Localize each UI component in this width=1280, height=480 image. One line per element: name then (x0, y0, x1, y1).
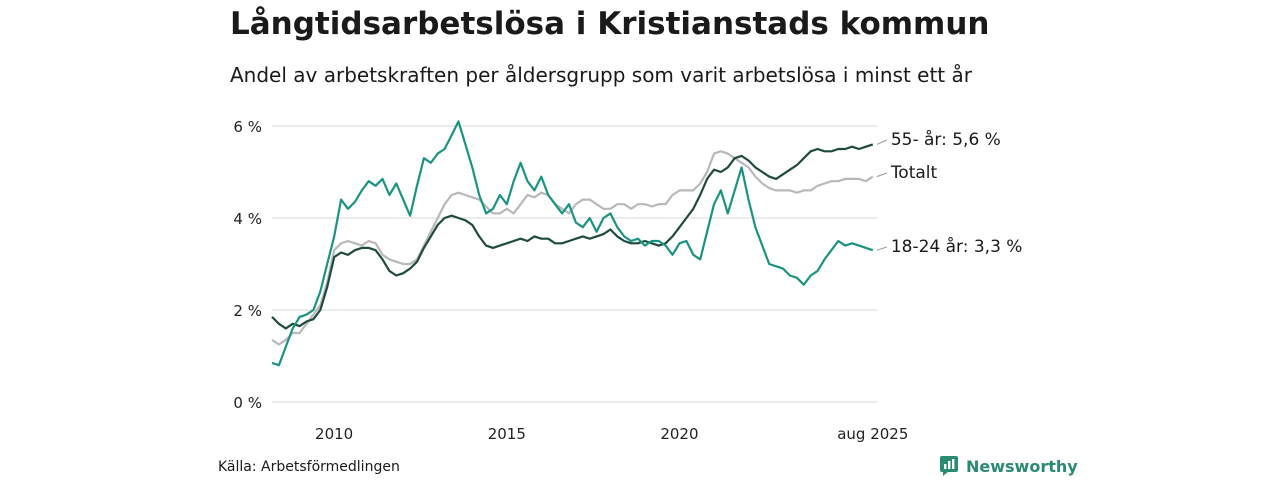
chart-subtitle: Andel av arbetskraften per åldersgrupp s… (230, 63, 972, 87)
brand-name: Newsworthy (966, 456, 1078, 476)
series-line (271, 143, 874, 330)
series-end-label: Totalt (890, 163, 938, 183)
x-tick-label: 2015 (488, 425, 526, 443)
x-tick-label: aug 2025 (837, 425, 908, 443)
chart-title: Långtidsarbetslösa i Kristianstads kommu… (230, 6, 990, 42)
source-note: Källa: Arbetsförmedlingen (218, 459, 400, 475)
x-tick-label: 2010 (315, 425, 353, 443)
y-tick-label: 6 % (233, 118, 262, 136)
x-tick-label: 2020 (660, 425, 698, 443)
y-tick-label: 4 % (233, 210, 262, 228)
series-end-label: 55- år: 5,6 % (891, 129, 1001, 150)
brand-logo: Newsworthy (940, 456, 1078, 476)
y-tick-label: 2 % (233, 302, 262, 320)
series-end-label: 18-24 år: 3,3 % (891, 236, 1023, 257)
series-line (271, 120, 874, 367)
end-label-leader (876, 139, 888, 145)
series-line (271, 150, 874, 346)
y-tick-label: 0 % (233, 394, 262, 412)
end-label-leader (876, 172, 887, 178)
end-label-leader (876, 246, 887, 251)
newsworthy-logo-icon (940, 456, 958, 476)
